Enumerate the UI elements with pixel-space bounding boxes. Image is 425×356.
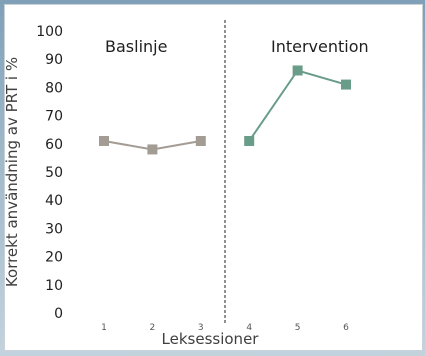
y-tick-label: 0 (54, 306, 63, 322)
y-axis-ticks: 0 10 20 30 40 50 60 70 80 90 100 (36, 24, 63, 322)
y-tick-label: 20 (45, 250, 63, 266)
phase-label-intervention: Intervention (271, 37, 369, 56)
data-point (99, 135, 109, 146)
y-tick-label: 40 (45, 193, 63, 209)
y-axis-title: Korrekt användning av PRT i % (3, 57, 21, 287)
y-tick-label: 60 (45, 137, 63, 153)
x-tick-label: 6 (343, 323, 349, 333)
data-point (147, 144, 158, 155)
y-tick-label: 90 (45, 52, 63, 68)
data-point (195, 135, 206, 146)
data-point (244, 135, 255, 146)
x-axis-title: Leksessioner (162, 330, 260, 348)
x-tick-label: 5 (295, 323, 301, 333)
y-tick-label: 10 (45, 278, 63, 294)
data-series (99, 65, 351, 155)
y-tick-label: 50 (45, 165, 63, 181)
x-tick-label: 3 (198, 323, 204, 333)
phase-label-baseline: Baslinje (105, 37, 167, 56)
y-tick-label: 70 (45, 109, 63, 125)
data-point (292, 65, 303, 76)
x-tick-label: 4 (246, 323, 252, 333)
series-line-1 (248, 69, 347, 142)
x-axis-ticks: 1 2 3 4 5 6 (101, 323, 349, 333)
y-tick-label: 30 (45, 221, 63, 237)
x-tick-label: 1 (101, 323, 107, 333)
y-tick-label: 100 (36, 24, 63, 40)
chart-frame (4, 4, 423, 351)
data-point (341, 79, 351, 90)
x-tick-label: 2 (150, 323, 156, 333)
y-tick-label: 80 (45, 80, 63, 96)
